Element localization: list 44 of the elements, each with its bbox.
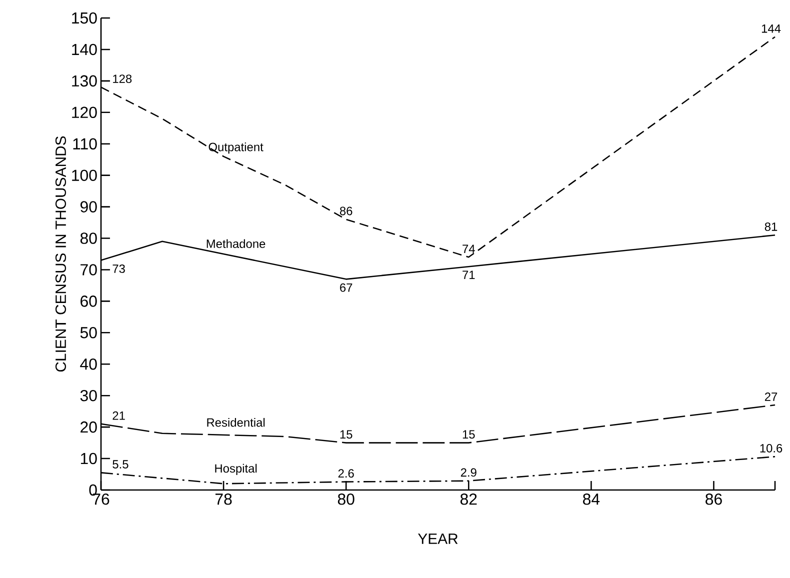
data-label: 73 (112, 264, 125, 273)
series-label: Residential (207, 418, 265, 427)
series-label: Methadone (206, 239, 266, 248)
y-tick-label: 70 (80, 264, 97, 276)
x-tick-label: 82 (460, 494, 477, 505)
data-label: 144 (762, 24, 781, 33)
y-tick-label: 130 (72, 75, 97, 87)
data-label: 15 (340, 430, 352, 439)
data-label: 67 (340, 283, 352, 292)
data-label: 10.6 (760, 444, 782, 452)
data-label: 2.6 (338, 469, 354, 478)
y-tick-label: 120 (72, 106, 97, 118)
y-tick-label: 100 (72, 170, 97, 181)
data-label: 5.5 (112, 460, 128, 468)
y-tick-label: 50 (80, 327, 97, 338)
y-tick-label: 20 (80, 421, 97, 433)
data-label: 128 (113, 74, 132, 84)
x-tick-label: 86 (706, 494, 722, 505)
x-tick-label: 76 (92, 494, 110, 505)
x-axis-title: YEAR (418, 534, 458, 544)
x-tick-label: 84 (583, 494, 600, 505)
y-axis-title: CLIENT CENSUS IN THOUSANDS (55, 136, 66, 372)
y-tick-label: 60 (80, 296, 97, 307)
y-tick-label: 80 (80, 232, 97, 244)
data-label: 86 (340, 206, 352, 216)
y-tick-label: 90 (80, 201, 97, 212)
data-label: 21 (112, 411, 125, 420)
y-tick-label: 40 (80, 358, 97, 370)
y-tick-label: 30 (80, 390, 97, 402)
data-label: 2.9 (460, 468, 476, 477)
x-tick-label: 80 (338, 494, 354, 505)
y-tick-label: 110 (73, 138, 97, 150)
y-tick-label: 150 (72, 12, 97, 24)
y-tick-label: 0 (89, 484, 97, 496)
data-label: 15 (462, 430, 475, 439)
data-label: 74 (462, 244, 475, 253)
series-label: Outpatient (208, 142, 264, 154)
y-tick-label: 140 (72, 44, 97, 56)
data-label: 81 (764, 222, 778, 231)
data-label: 71 (462, 270, 475, 279)
series-label: Hospital (215, 464, 257, 476)
x-tick-label: 78 (215, 494, 232, 505)
y-tick-label: 10 (80, 452, 97, 464)
data-label: 27 (764, 392, 778, 401)
